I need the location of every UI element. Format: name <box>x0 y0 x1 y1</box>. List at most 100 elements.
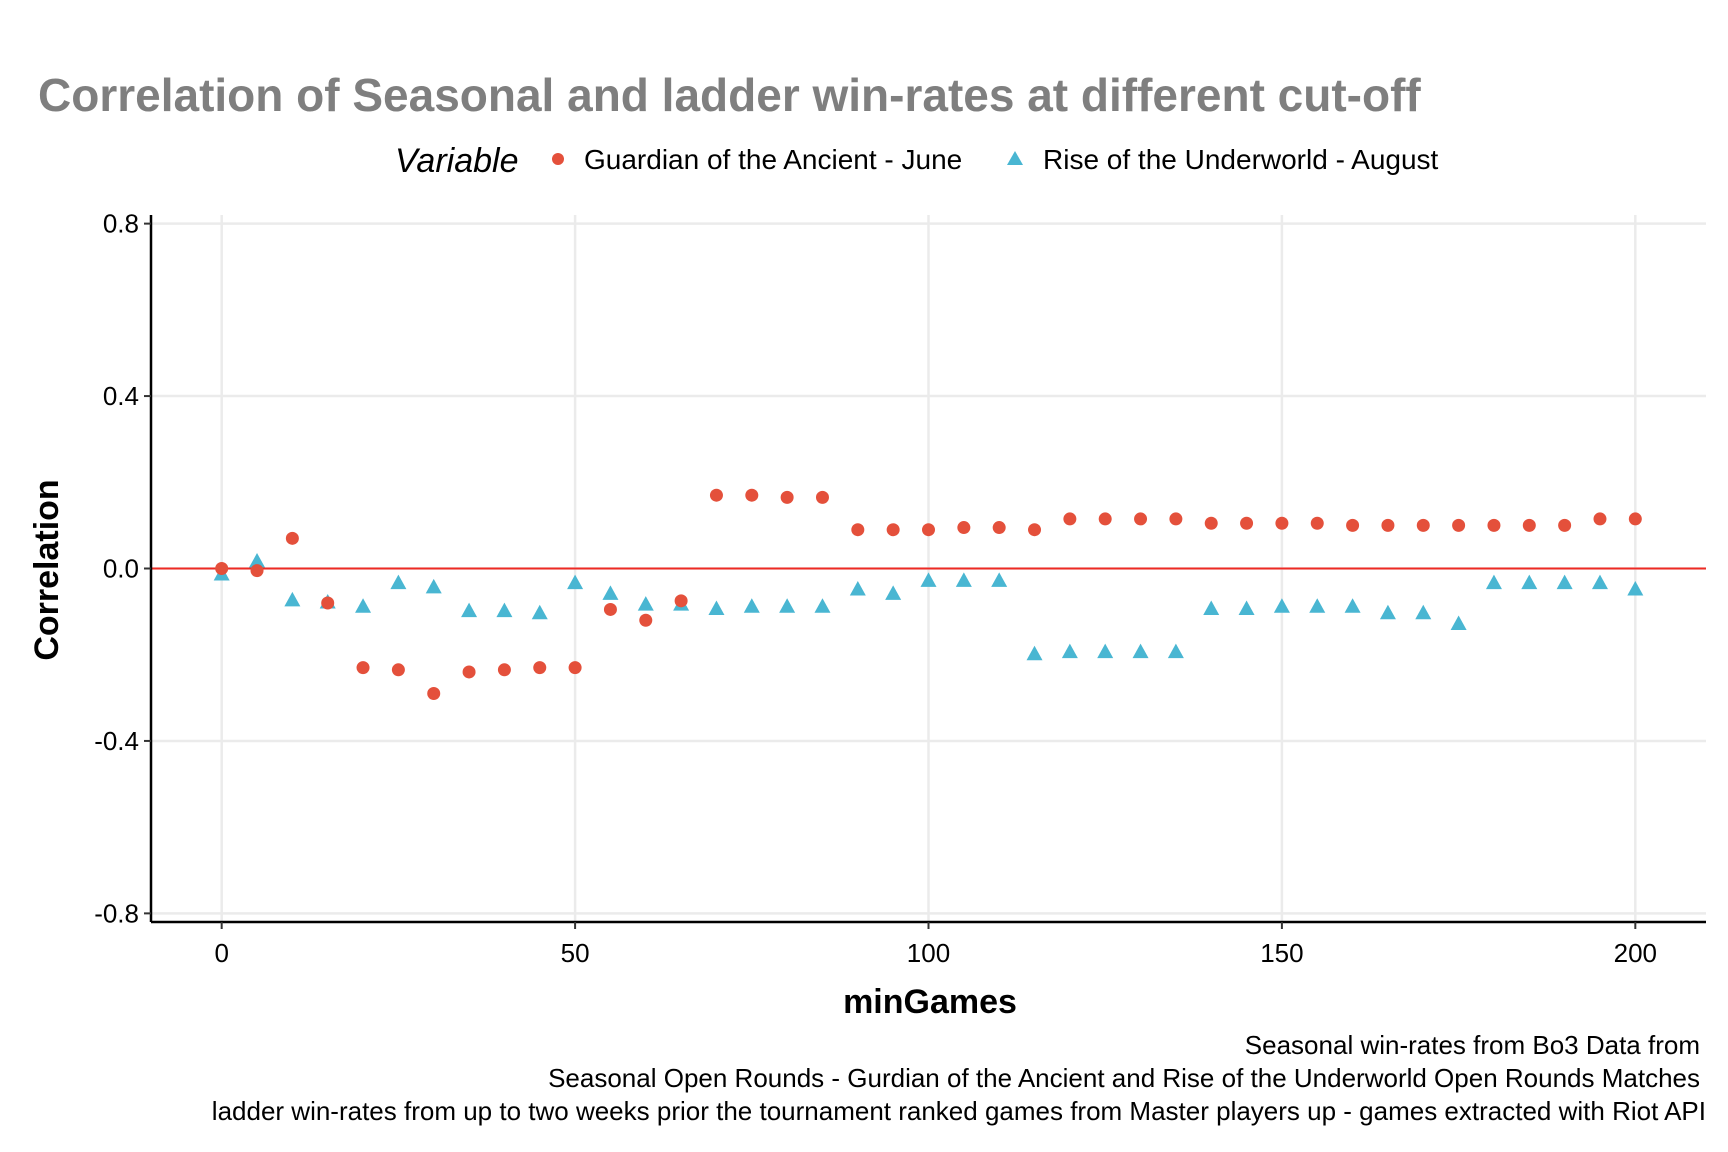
point-rise-august <box>1344 598 1361 613</box>
point-guardian-june <box>250 564 264 578</box>
point-guardian-june <box>886 523 900 537</box>
y-tick-label: -0.4 <box>94 726 139 756</box>
point-guardian-june <box>1169 512 1183 526</box>
point-rise-august <box>567 574 584 590</box>
point-guardian-june <box>851 523 865 537</box>
point-guardian-june <box>603 602 617 616</box>
point-rise-august <box>1379 604 1396 620</box>
point-guardian-june <box>1028 523 1042 537</box>
point-guardian-june <box>1487 518 1501 532</box>
legend-marker-guardian <box>552 153 564 165</box>
point-rise-august <box>1061 643 1078 659</box>
point-guardian-june <box>709 488 723 502</box>
point-rise-august <box>1450 615 1467 631</box>
point-rise-august <box>1238 600 1255 615</box>
point-rise-august <box>284 591 301 607</box>
x-tick-label: 50 <box>561 938 590 968</box>
point-guardian-june <box>1134 512 1148 526</box>
point-guardian-june <box>1416 518 1430 532</box>
point-rise-august <box>743 598 760 613</box>
point-rise-august <box>1132 643 1149 659</box>
point-guardian-june <box>1310 516 1324 530</box>
point-rise-august <box>885 585 902 600</box>
point-guardian-june <box>285 531 299 545</box>
point-rise-august <box>461 602 478 618</box>
point-guardian-june <box>1381 518 1395 532</box>
caption-line-2: Seasonal Open Rounds - Gurdian of the An… <box>548 1063 1700 1093</box>
x-tick-label: 0 <box>214 938 228 968</box>
point-rise-august <box>814 598 831 613</box>
point-rise-august <box>425 578 442 594</box>
point-rise-august <box>1415 604 1432 620</box>
point-guardian-june <box>1593 512 1607 526</box>
point-guardian-june <box>215 562 229 575</box>
point-rise-august <box>991 572 1008 587</box>
y-tick-label: 0.0 <box>103 554 139 584</box>
point-rise-august <box>1167 643 1184 659</box>
point-guardian-june <box>533 661 547 675</box>
point-guardian-june <box>427 687 441 701</box>
chart-title: Correlation of Seasonal and ladder win-r… <box>38 69 1421 121</box>
point-guardian-june <box>780 490 794 504</box>
caption: Seasonal win-rates from Bo3 Data from Se… <box>212 1030 1706 1126</box>
point-guardian-june <box>1098 512 1112 526</box>
point-guardian-june <box>957 521 971 535</box>
point-rise-august <box>1627 581 1644 596</box>
point-rise-august <box>849 581 866 596</box>
point-guardian-june <box>1240 516 1254 530</box>
point-rise-august <box>955 572 972 587</box>
point-rise-august <box>920 572 937 587</box>
caption-line-3: ladder win-rates from up to two weeks pr… <box>212 1096 1706 1126</box>
data-points <box>213 488 1644 701</box>
point-rise-august <box>708 600 725 615</box>
point-guardian-june <box>745 488 759 502</box>
x-tick-label: 200 <box>1614 938 1657 968</box>
point-rise-august <box>249 553 266 568</box>
point-guardian-june <box>356 661 370 675</box>
point-guardian-june <box>815 490 829 504</box>
point-rise-august <box>496 602 513 618</box>
point-guardian-june <box>639 613 653 627</box>
point-guardian-june <box>992 521 1006 535</box>
point-rise-august <box>1556 574 1573 590</box>
y-tick-label: 0.4 <box>103 381 139 411</box>
x-tick-label: 100 <box>907 938 950 968</box>
point-rise-august <box>1203 600 1220 615</box>
point-guardian-june <box>1628 512 1642 526</box>
y-axis-title: Correlation <box>28 479 66 660</box>
point-guardian-june <box>1063 512 1077 526</box>
point-rise-august <box>1309 598 1326 613</box>
point-guardian-june <box>674 594 688 608</box>
point-guardian-june <box>922 523 935 537</box>
point-rise-august <box>779 598 796 613</box>
point-guardian-june <box>1522 518 1536 532</box>
point-guardian-june <box>1204 516 1218 530</box>
point-rise-august <box>1097 643 1114 659</box>
point-rise-august <box>390 574 407 590</box>
point-guardian-june <box>568 661 582 675</box>
point-guardian-june <box>1275 516 1289 530</box>
y-axis-ticks: 0.8 0.4 0.0 -0.4 -0.8 <box>94 209 151 928</box>
y-tick-label: 0.8 <box>103 209 139 239</box>
legend-title: Variable <box>395 142 518 180</box>
point-rise-august <box>1026 645 1043 661</box>
legend: Variable Guardian of the Ancient - June … <box>395 142 1439 180</box>
point-rise-august <box>531 604 548 620</box>
point-guardian-june <box>321 596 335 610</box>
point-rise-august <box>1521 574 1538 590</box>
caption-line-1: Seasonal win-rates from Bo3 Data from <box>1245 1030 1700 1060</box>
x-tick-label: 150 <box>1260 938 1303 968</box>
point-rise-august <box>1591 574 1608 590</box>
legend-label-rise: Rise of the Underworld - August <box>1043 144 1439 175</box>
y-tick-label: -0.8 <box>94 898 139 928</box>
legend-label-guardian: Guardian of the Ancient - June <box>584 144 962 175</box>
x-axis-ticks: 0 50 100 150 200 <box>214 922 1657 968</box>
point-rise-august <box>637 596 654 611</box>
point-guardian-june <box>1452 518 1466 532</box>
legend-marker-rise <box>1007 151 1023 165</box>
x-axis-title: minGames <box>843 983 1017 1021</box>
point-rise-august <box>602 585 619 600</box>
point-rise-august <box>355 598 372 613</box>
point-rise-august <box>1485 574 1502 590</box>
